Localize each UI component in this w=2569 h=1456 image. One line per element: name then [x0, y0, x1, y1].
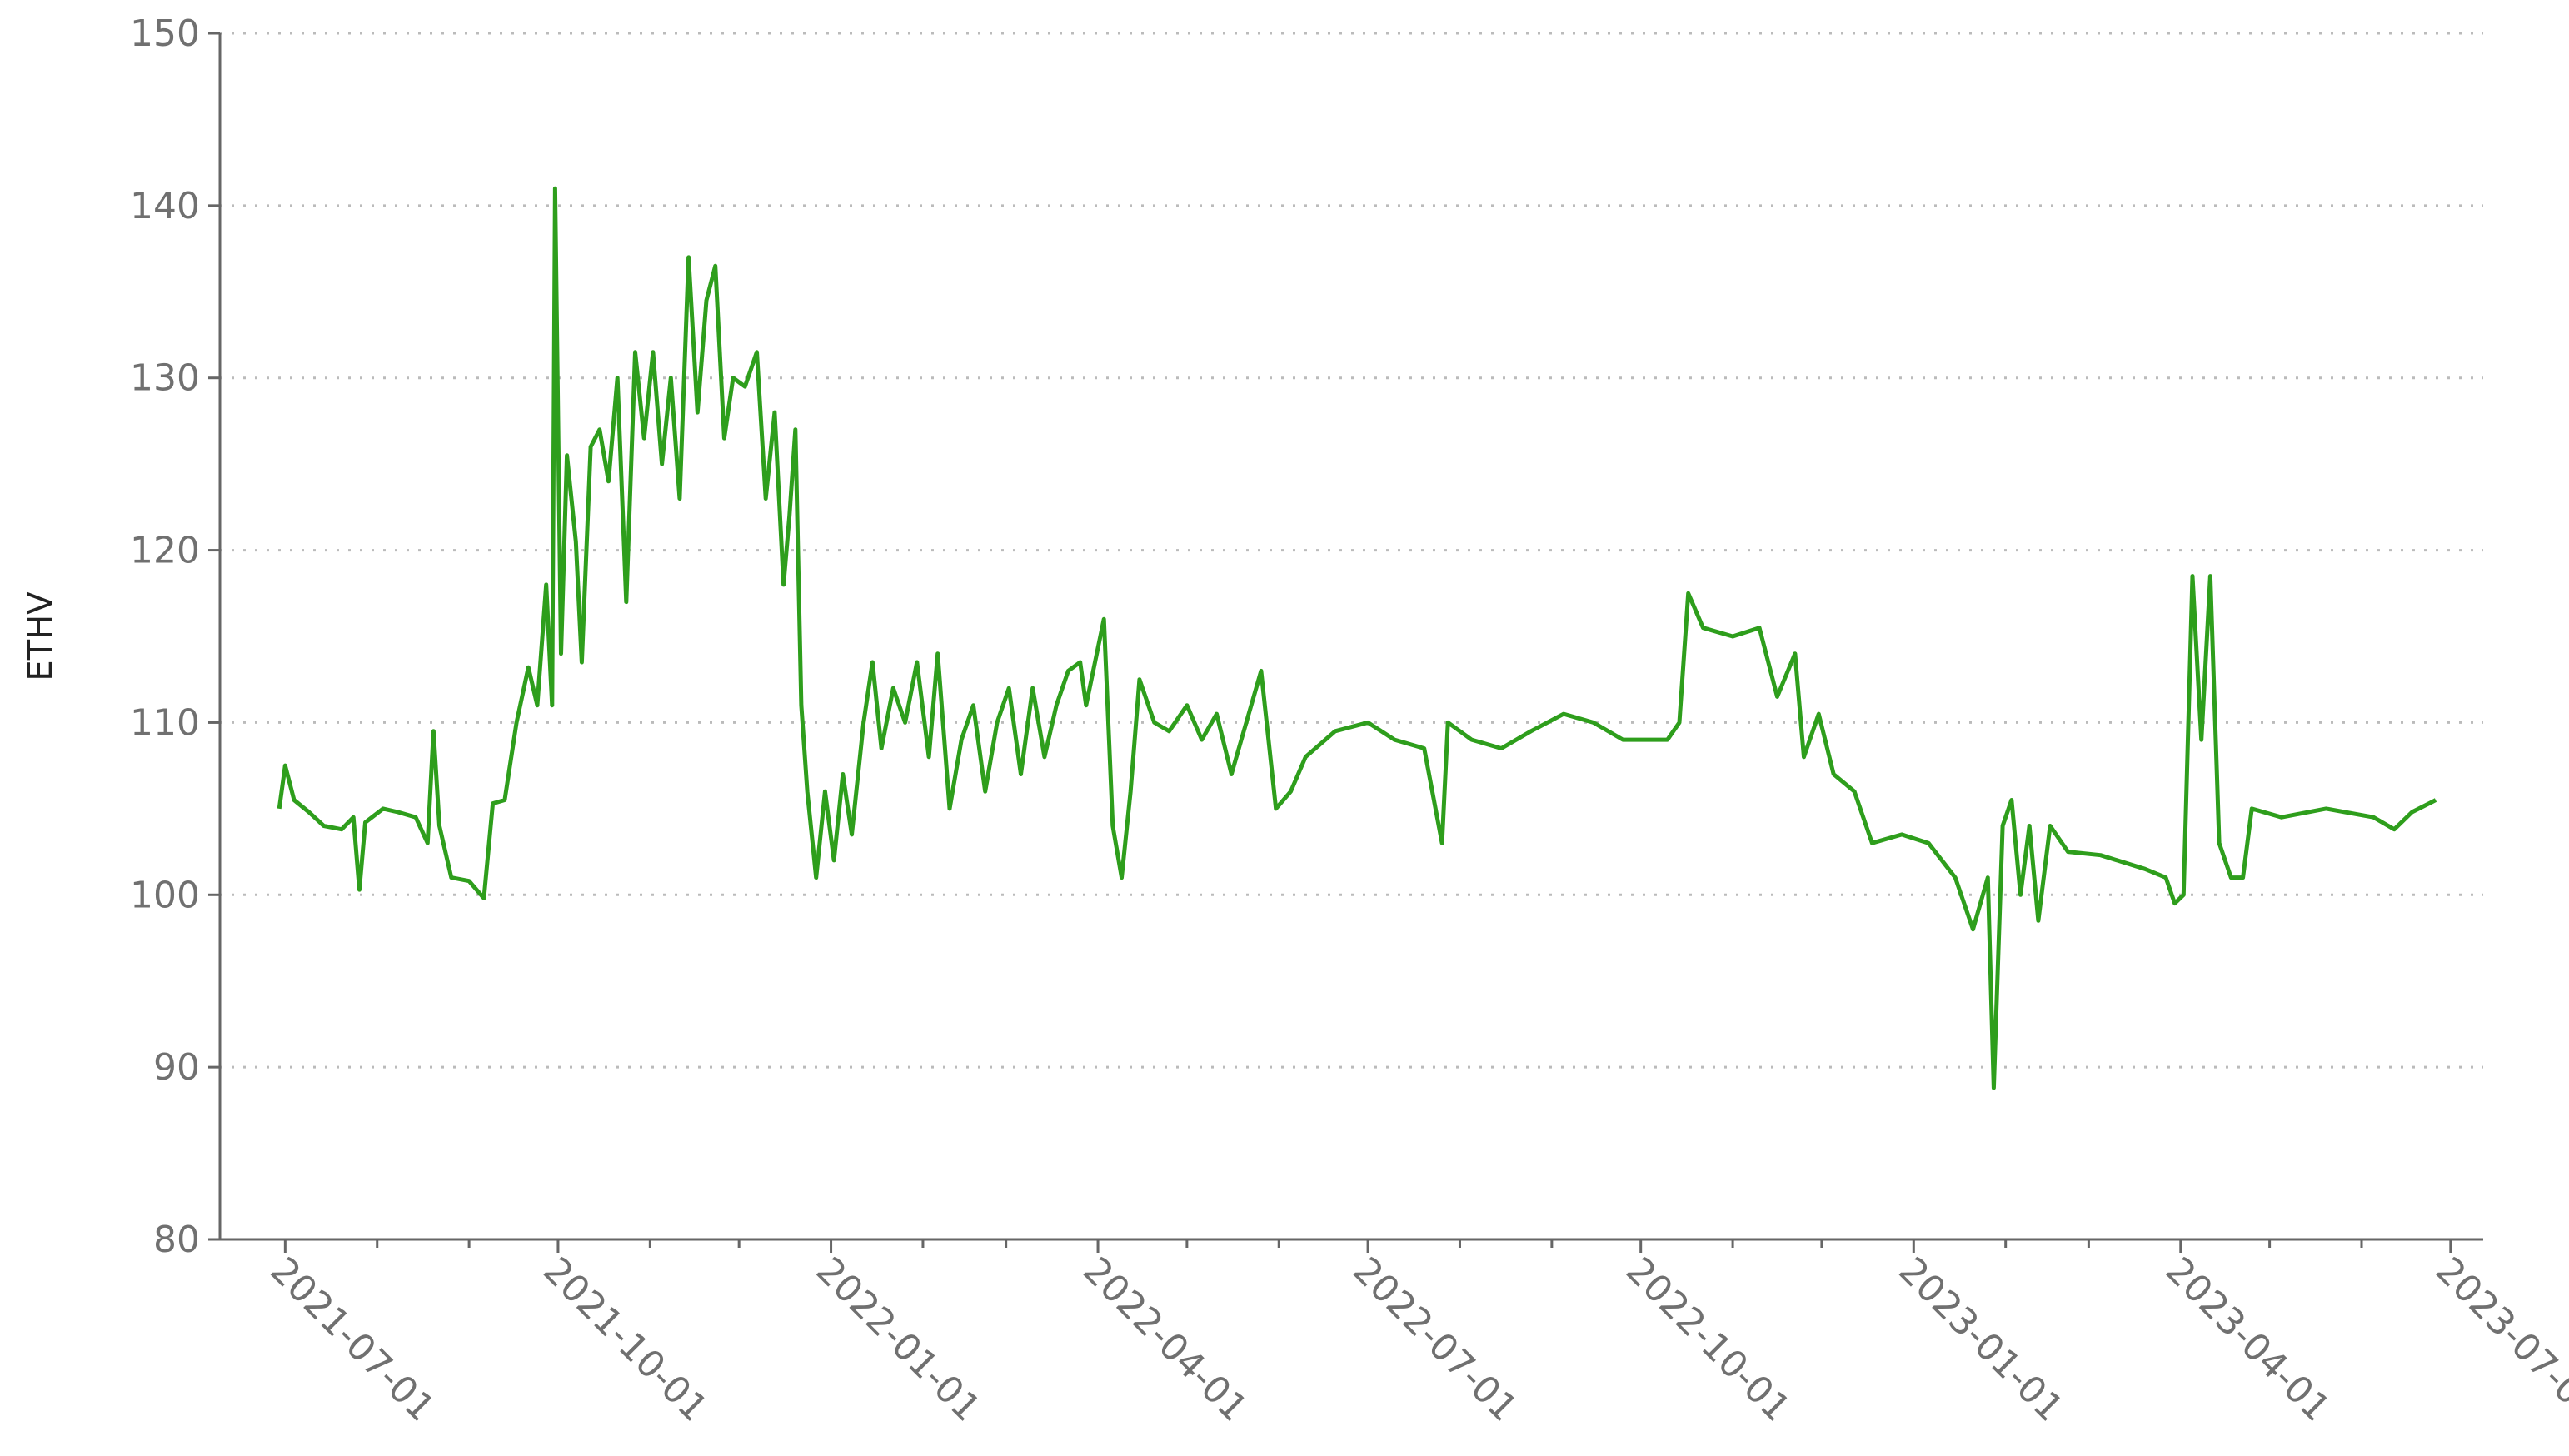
x-tick-label: 2023-07-01	[2427, 1249, 2569, 1430]
y-tick-label: 130	[130, 357, 200, 400]
y-tick-label: 140	[130, 185, 200, 227]
x-tick-label: 2023-04-01	[2157, 1249, 2338, 1430]
x-tick-label: 2022-04-01	[1075, 1249, 1255, 1430]
y-tick-label: 120	[130, 530, 200, 572]
y-tick-label: 90	[153, 1046, 200, 1089]
x-tick-label: 2021-10-01	[535, 1249, 716, 1430]
x-tick-label: 2021-07-01	[262, 1249, 443, 1430]
x-tick-label: 2023-01-01	[1891, 1249, 2072, 1430]
x-tick-label: 2022-07-01	[1344, 1249, 1525, 1430]
y-tick-label: 110	[130, 701, 200, 744]
y-axis-label: ETHV	[22, 591, 60, 681]
x-tick-label: 2022-01-01	[808, 1249, 989, 1430]
x-tick-label: 2022-10-01	[1618, 1249, 1798, 1430]
y-tick-label: 80	[153, 1219, 200, 1261]
y-tick-label: 100	[130, 874, 200, 916]
y-tick-label: 150	[130, 12, 200, 55]
data-line	[277, 186, 2437, 1090]
